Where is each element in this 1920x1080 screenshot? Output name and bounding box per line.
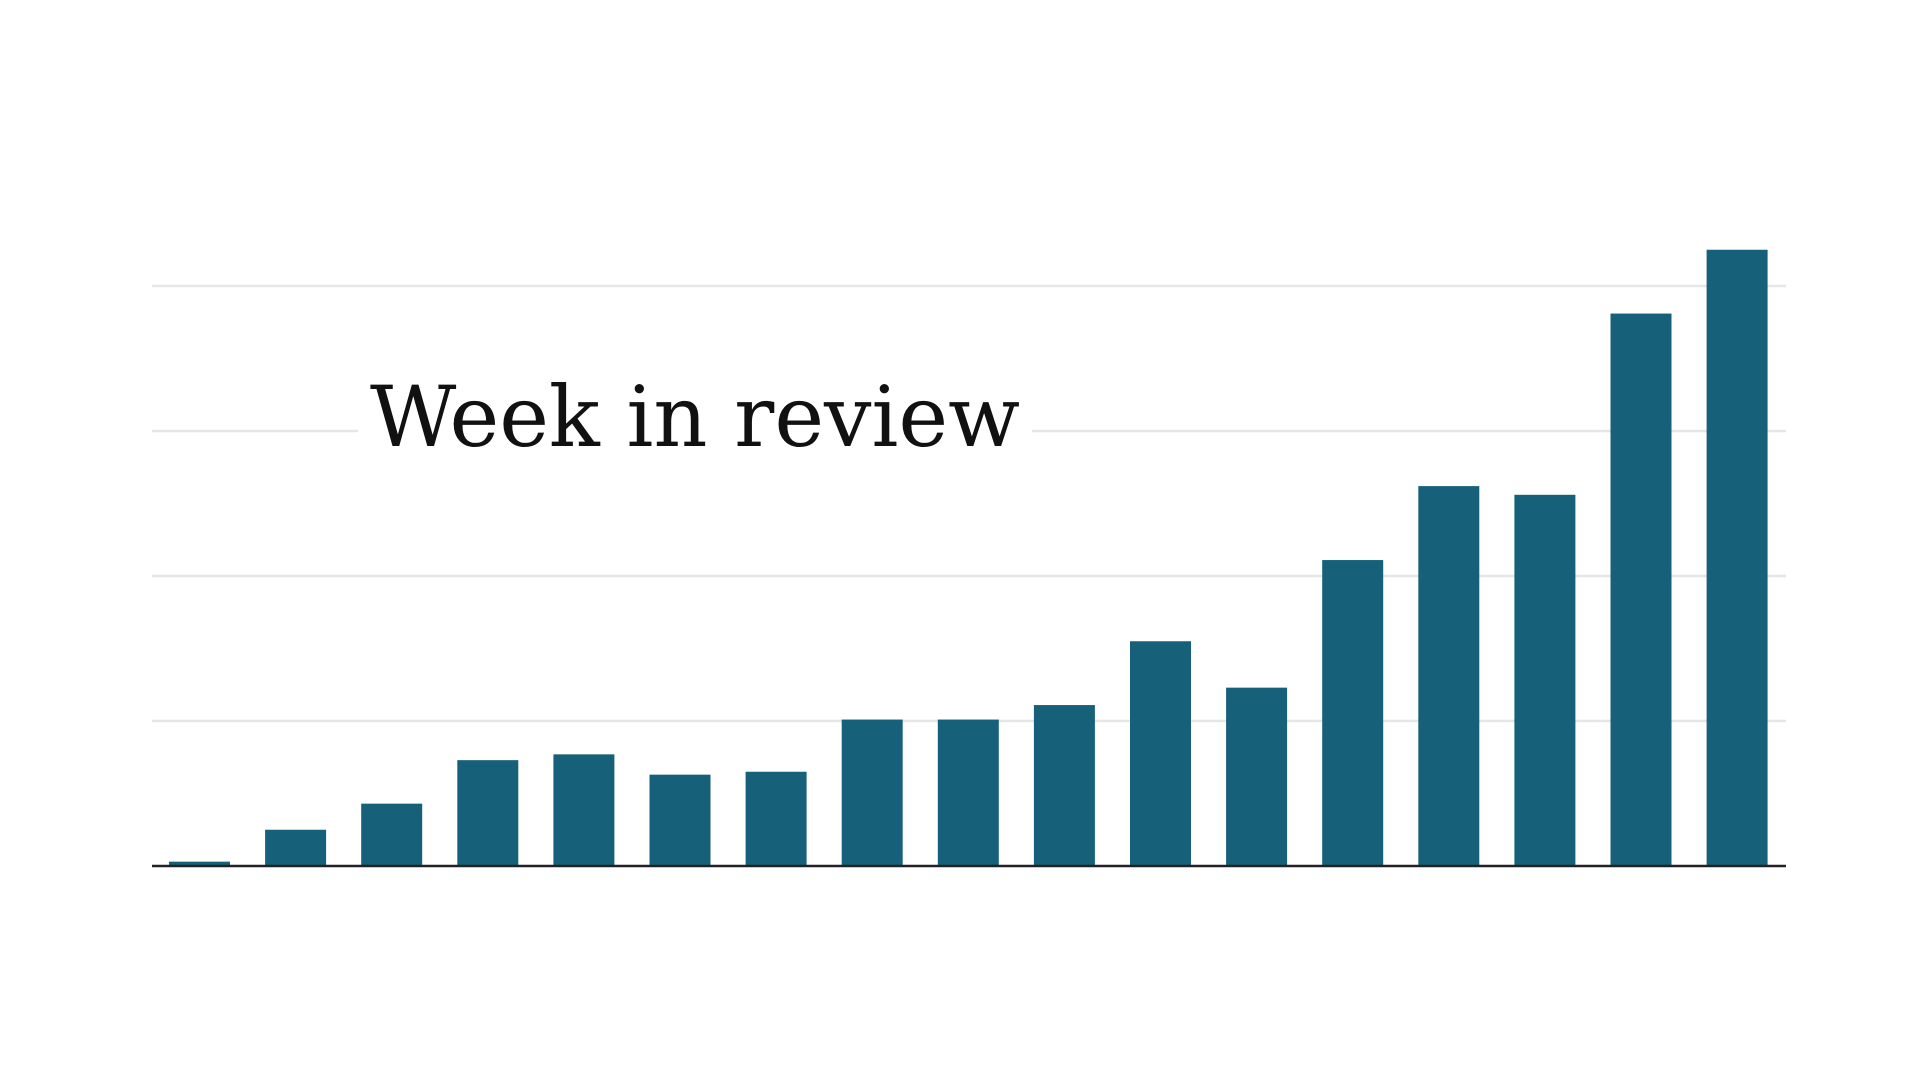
bar-10 [1033, 705, 1095, 866]
bar-13 [1322, 560, 1384, 866]
bar-5 [553, 754, 615, 866]
bar-17 [1706, 249, 1768, 866]
bar-2 [265, 829, 327, 866]
bar-7 [745, 771, 807, 866]
bar-8 [841, 719, 903, 866]
bar-14 [1418, 486, 1480, 866]
bar-12 [1226, 687, 1288, 866]
bar-11 [1130, 641, 1191, 866]
bar-4 [457, 760, 519, 866]
bar-1 [169, 861, 230, 866]
bar-15 [1514, 494, 1576, 866]
bar-3 [361, 803, 423, 866]
bar-9 [937, 719, 999, 866]
chart-title: Week in review [358, 362, 1032, 472]
bar-6 [649, 774, 711, 866]
bar-16 [1610, 313, 1672, 866]
